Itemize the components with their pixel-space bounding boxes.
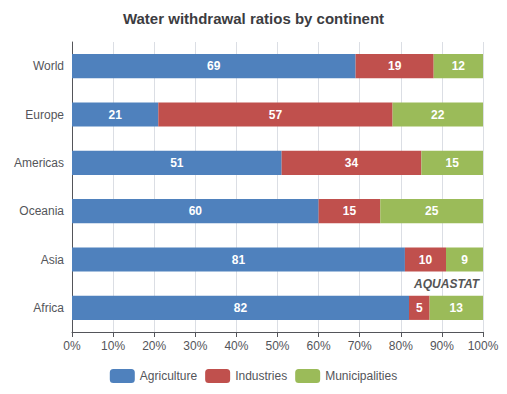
- svg-text:20%: 20%: [142, 339, 166, 353]
- svg-text:21: 21: [108, 108, 122, 122]
- svg-text:15: 15: [343, 204, 357, 218]
- svg-text:Oceania: Oceania: [19, 204, 64, 218]
- svg-text:World: World: [33, 59, 64, 73]
- svg-text:Agriculture: Agriculture: [140, 369, 198, 383]
- svg-text:Europe: Europe: [25, 108, 64, 122]
- svg-text:50%: 50%: [265, 339, 289, 353]
- svg-text:15: 15: [445, 156, 459, 170]
- svg-text:80%: 80%: [389, 339, 413, 353]
- svg-text:5: 5: [416, 301, 423, 315]
- svg-text:34: 34: [345, 156, 359, 170]
- svg-text:30%: 30%: [183, 339, 207, 353]
- svg-text:0%: 0%: [63, 339, 81, 353]
- svg-text:10: 10: [419, 253, 433, 267]
- svg-text:Industries: Industries: [235, 369, 287, 383]
- svg-text:82: 82: [234, 301, 248, 315]
- svg-text:57: 57: [269, 108, 283, 122]
- svg-text:51: 51: [170, 156, 184, 170]
- svg-text:60: 60: [189, 204, 203, 218]
- svg-text:25: 25: [425, 204, 439, 218]
- svg-text:60%: 60%: [307, 339, 331, 353]
- svg-text:19: 19: [388, 59, 402, 73]
- svg-text:90%: 90%: [430, 339, 454, 353]
- svg-text:Americas: Americas: [14, 156, 64, 170]
- svg-text:10%: 10%: [101, 339, 125, 353]
- svg-text:13: 13: [450, 301, 464, 315]
- svg-text:22: 22: [431, 108, 445, 122]
- svg-text:12: 12: [452, 59, 466, 73]
- svg-text:Africa: Africa: [33, 301, 64, 315]
- svg-text:100%: 100%: [468, 339, 499, 353]
- svg-text:Municipalities: Municipalities: [325, 369, 397, 383]
- svg-text:Asia: Asia: [41, 253, 65, 267]
- svg-text:Water withdrawal ratios by con: Water withdrawal ratios by continent: [123, 10, 384, 27]
- svg-text:69: 69: [207, 59, 221, 73]
- svg-text:9: 9: [461, 253, 468, 267]
- svg-text:40%: 40%: [224, 339, 248, 353]
- svg-text:70%: 70%: [348, 339, 372, 353]
- svg-text:81: 81: [232, 253, 246, 267]
- svg-text:AQUASTAT: AQUASTAT: [413, 277, 481, 291]
